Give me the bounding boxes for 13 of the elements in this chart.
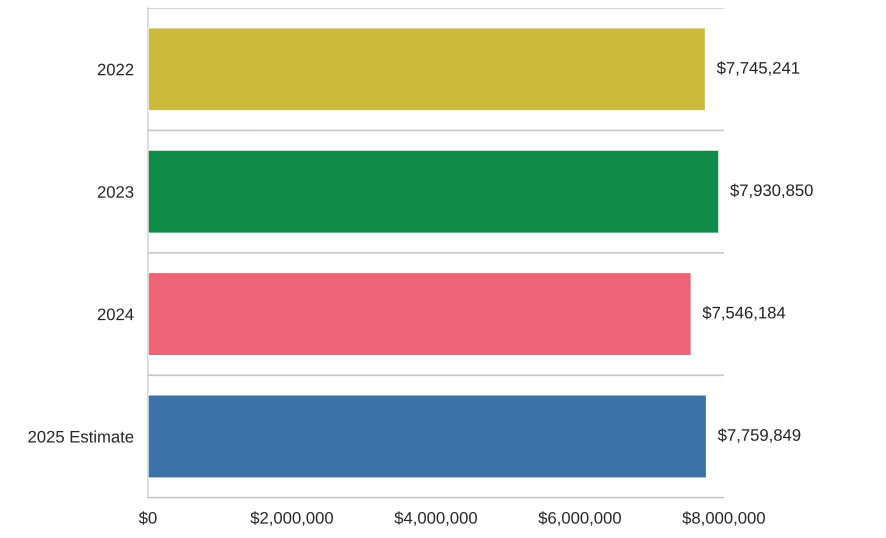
data-label: $7,759,849 — [718, 428, 800, 443]
y-tick-label: 2025 Estimate — [28, 430, 134, 443]
x-tick-label: $2,000,000 — [250, 511, 333, 526]
y-tick-label: 2024 — [98, 308, 134, 320]
x-tick-label: $8,000,000 — [682, 511, 765, 526]
data-label: $7,745,241 — [716, 61, 800, 76]
data-label: $7,546,184 — [702, 306, 786, 320]
y-tick-label: 2023 — [98, 186, 134, 198]
y-tick-label: 2022 — [98, 64, 134, 76]
data-label: $7,930,850 — [730, 184, 813, 198]
x-tick-label: $4,000,000 — [394, 511, 477, 526]
x-tick-label: $0 — [138, 511, 157, 525]
x-tick-label: $6,000,000 — [538, 511, 621, 526]
